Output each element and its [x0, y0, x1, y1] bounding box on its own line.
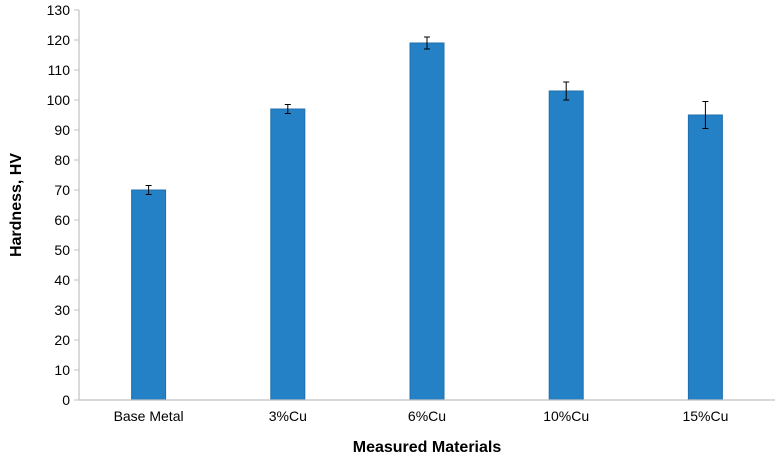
y-tick-label: 0 [62, 392, 70, 408]
bars-group [131, 42, 723, 401]
y-tick-label: 130 [47, 2, 71, 18]
error-bar [702, 101, 709, 129]
y-tick-label: 50 [54, 242, 70, 258]
x-tick-label: 10%Cu [543, 408, 589, 424]
bar [687, 114, 723, 401]
error-bars-group [145, 36, 709, 195]
bar [131, 189, 167, 401]
y-tick-label: 10 [54, 362, 70, 378]
bar [548, 90, 584, 401]
bar [409, 42, 445, 401]
y-tick-label: 30 [54, 302, 70, 318]
y-tick-label: 90 [54, 122, 70, 138]
error-bar [563, 81, 570, 101]
x-tick-label: Base Metal [114, 408, 184, 424]
y-tick-label: 110 [48, 62, 71, 78]
x-axis-title: Measured Materials [353, 439, 502, 456]
x-tick-label: 15%Cu [682, 408, 728, 424]
y-axis-title: Hardness, HV [8, 153, 25, 257]
y-tick-label: 120 [47, 32, 71, 48]
y-tick-label: 80 [54, 152, 70, 168]
x-axis-ticks: Base Metal 3%Cu 6%Cu 10%Cu 15%Cu [114, 408, 729, 424]
error-bar [145, 185, 152, 195]
bar [270, 108, 306, 401]
y-axis-ticks: 0 10 20 30 40 50 60 70 80 90 100 110 120 130 [47, 2, 79, 408]
y-tick-label: 60 [54, 212, 70, 228]
y-tick-label: 100 [47, 92, 71, 108]
x-tick-label: 3%Cu [269, 408, 307, 424]
y-tick-label: 70 [54, 182, 70, 198]
error-bar [424, 36, 430, 50]
error-bar [284, 104, 291, 114]
y-tick-label: 40 [54, 272, 70, 288]
y-tick-label: 20 [54, 332, 70, 348]
x-tick-label: 6%Cu [408, 408, 446, 424]
